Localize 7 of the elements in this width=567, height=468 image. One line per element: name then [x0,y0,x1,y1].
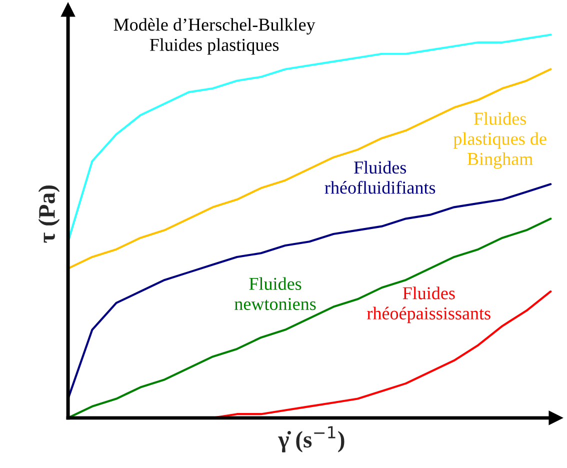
y-axis-title: τ (Pa) [38,186,60,243]
series-label: Fluides newtoniens [234,277,316,310]
x-axis-title: γ̇ (s$^{−1}$) [278,426,344,452]
series-label: Modèle d’Herschel-Bulkley Fluides plastiques [114,18,316,55]
series-label: Fluides rhéofluidifiants [324,160,436,194]
series-label: Fluides rhéoépaississants [367,286,490,324]
series-label: Fluides plastiques de Bingham [453,112,546,169]
